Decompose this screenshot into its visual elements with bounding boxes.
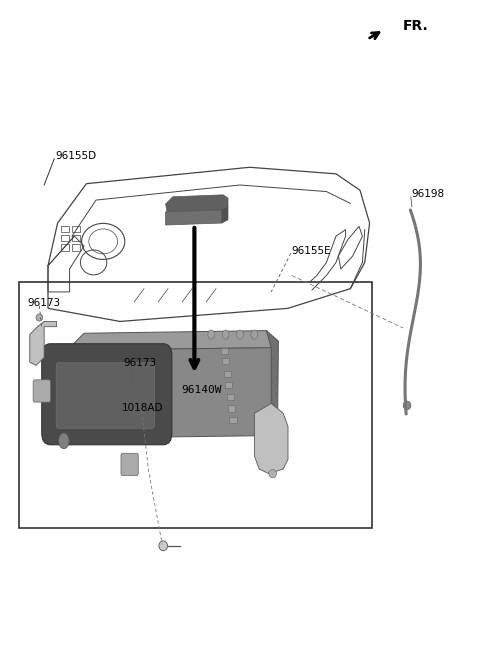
Text: 96155E: 96155E [292,245,332,256]
FancyBboxPatch shape [56,363,155,428]
Polygon shape [70,348,271,438]
Bar [72,235,80,241]
Polygon shape [266,331,278,441]
Text: FR.: FR. [403,19,429,33]
Ellipse shape [36,314,43,321]
Ellipse shape [403,401,411,409]
FancyBboxPatch shape [42,344,172,445]
Text: 96155D: 96155D [55,151,96,161]
Polygon shape [70,331,274,350]
Text: 96140W: 96140W [181,385,222,395]
Text: 96173: 96173 [124,358,157,368]
Polygon shape [166,195,228,212]
Bar [61,235,69,241]
Bar [228,405,235,412]
Ellipse shape [251,330,258,339]
Polygon shape [166,210,222,225]
Bar [72,226,80,232]
Polygon shape [222,207,228,223]
Polygon shape [254,403,288,474]
FancyBboxPatch shape [121,453,138,476]
Ellipse shape [222,330,229,339]
Text: 1018AD: 1018AD [121,403,163,413]
Ellipse shape [159,541,168,550]
Bar [61,226,69,232]
Polygon shape [30,321,57,365]
Text: 96198: 96198 [412,188,445,199]
Bar [227,394,234,400]
Ellipse shape [208,330,215,339]
Bar [61,244,69,251]
Ellipse shape [237,330,243,339]
Ellipse shape [59,433,69,449]
FancyBboxPatch shape [33,380,50,402]
Bar [224,371,231,377]
Bar [19,282,372,528]
Bar [221,348,228,354]
Bar [72,244,80,251]
Bar [225,382,232,388]
Text: 96173: 96173 [28,298,61,308]
Bar [222,358,229,364]
Ellipse shape [269,469,276,478]
Bar [229,417,237,423]
